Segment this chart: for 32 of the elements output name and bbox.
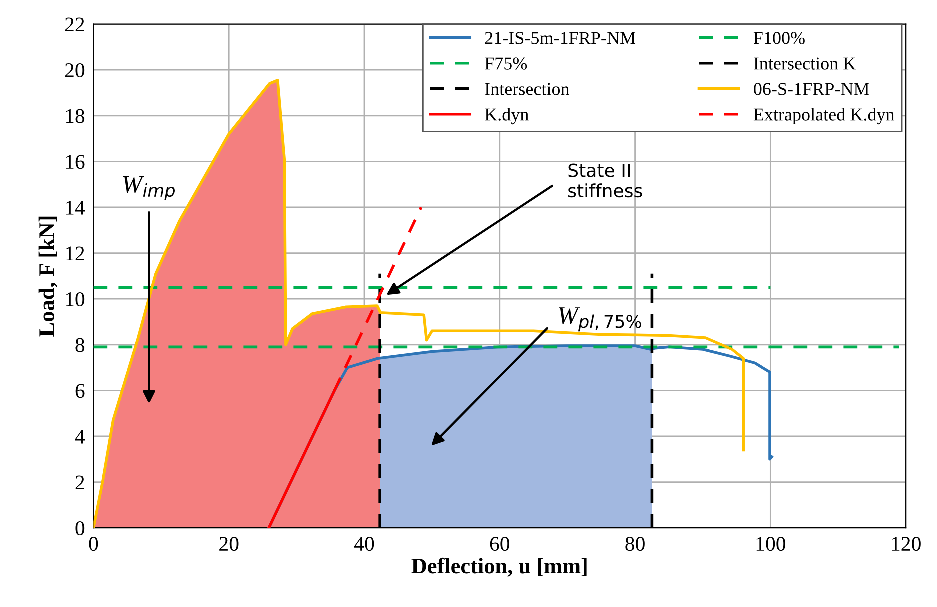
legend-label: K.dyn (485, 108, 529, 125)
y-tick-label: 22 (65, 18, 84, 32)
x-tick-label: 120 (892, 537, 921, 552)
x-tick-label: 0 (89, 537, 98, 552)
y-tick-label: 12 (66, 246, 84, 261)
x-tick-label: 40 (354, 537, 374, 552)
annotation: State II stiffness (568, 164, 642, 198)
y-tick-label: 14 (66, 200, 86, 215)
x-tick-label: 80 (626, 537, 645, 552)
y-tick-label: 10 (66, 292, 85, 307)
legend-label: Extrapolated K.dyn (754, 108, 895, 125)
legend-label: Intersection (485, 83, 570, 96)
y-axis-title: Load, F [kN] (38, 216, 58, 337)
x-axis-title: Deflection, u [mm] (412, 558, 587, 577)
legend-label: F100% (754, 32, 805, 44)
y-tick-label: 0 (76, 521, 85, 536)
y-tick-label: 18 (66, 109, 85, 124)
annotation: W$_{imp}$ (123, 176, 175, 200)
annotation: W$_{pl,75%}$ (559, 308, 642, 332)
legend-label: 21-IS-5m-1FRP-NM (485, 32, 636, 44)
y-tick-label: 16 (66, 155, 85, 170)
y-tick-label: 4 (75, 430, 86, 444)
legend-label: Intersection K (754, 58, 856, 70)
x-tick-label: 100 (756, 537, 786, 552)
x-tick-label: 20 (220, 537, 239, 552)
y-tick-label: 8 (76, 338, 85, 352)
x-tick-label: 60 (490, 537, 510, 552)
y-tick-label: 6 (76, 384, 85, 398)
legend-label: 06-S-1FRP-NM (754, 83, 870, 96)
legend-label: F75% (485, 58, 528, 70)
y-tick-label: 2 (76, 476, 84, 490)
y-tick-label: 20 (65, 63, 85, 78)
